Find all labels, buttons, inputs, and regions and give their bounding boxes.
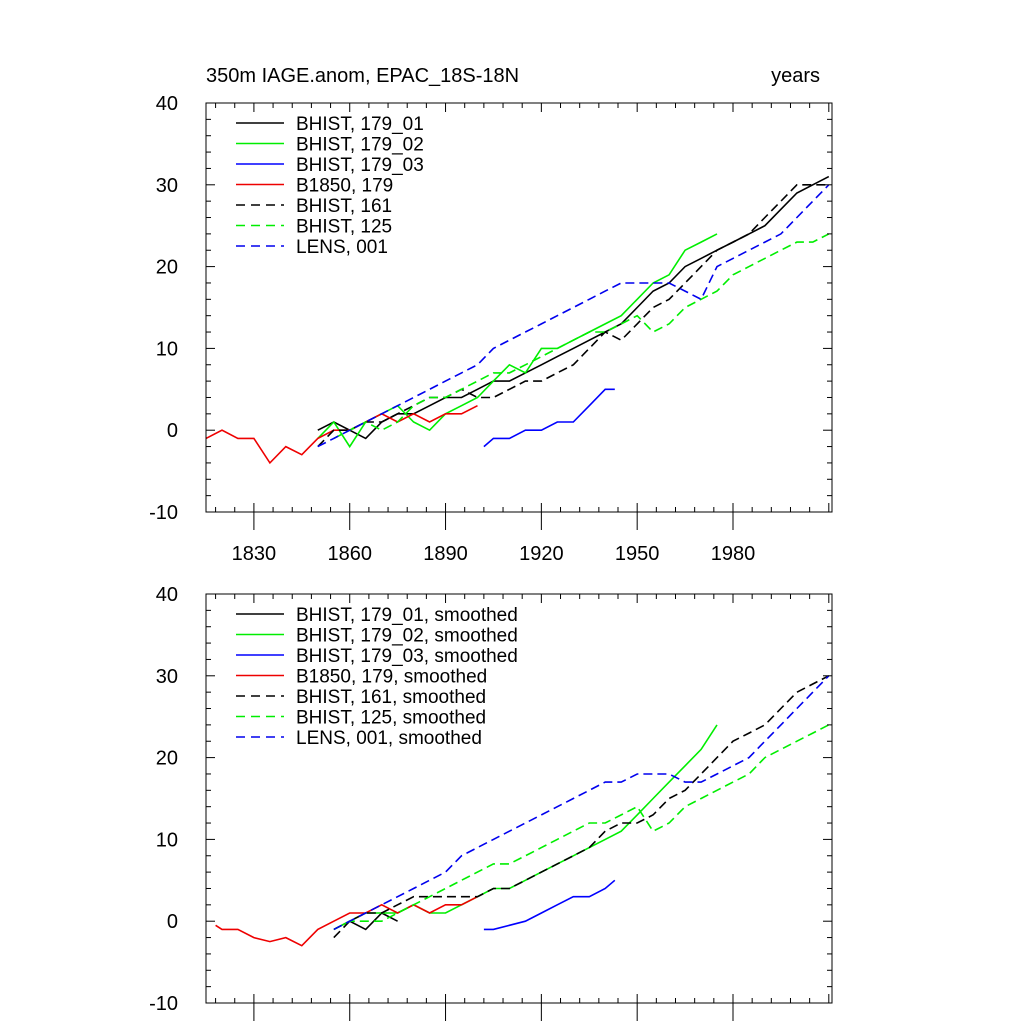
series-line-6 [333, 724, 830, 931]
y-tick-label: 30 [156, 666, 178, 688]
series-line-5 [333, 675, 830, 939]
legend-label-3: BHIST, 179_03, smoothed [296, 646, 518, 667]
chart-1: -10 0 10 20 30 40 1830 1860 1890 1920 1950 1980 350m… [149, 65, 833, 565]
x-tick-label: 1980 [711, 543, 756, 565]
series-line-7 [317, 184, 830, 448]
legend-label-1: BHIST, 179_01 [296, 114, 424, 135]
legend-label-7: LENS, 001, smoothed [296, 728, 482, 749]
series-line-6 [333, 233, 830, 440]
legend-label-4: B1850, 179 [296, 176, 393, 197]
x-tick-label: 1860 [327, 543, 372, 565]
series-line-1 [317, 175, 830, 440]
chart-title: 350m IAGE.anom, EPAC_18S-18N [206, 65, 519, 87]
y-tick-label: 20 [156, 748, 178, 770]
chart-title-right: years [771, 65, 820, 87]
legend-label-3: BHIST, 179_03 [296, 155, 424, 176]
y-tick-label: 30 [156, 175, 178, 197]
y-tick-label: 10 [156, 338, 178, 360]
x-tick-label: 1950 [615, 543, 660, 565]
legend-label-2: BHIST, 179_02 [296, 135, 424, 156]
series-line-7 [333, 675, 830, 931]
legend-label-5: BHIST, 161 [296, 196, 392, 217]
series-line-5 [317, 184, 829, 448]
y-tick-label: 20 [156, 257, 178, 279]
series-line-3 [483, 879, 616, 931]
legend-label-2: BHIST, 179_02, smoothed [296, 626, 518, 647]
y-tick-label: 10 [156, 829, 178, 851]
x-tick-label: 1920 [519, 543, 564, 565]
plot-frame [205, 593, 833, 1004]
x-tick-label: 1890 [423, 543, 468, 565]
legend-label-4: B1850, 179, smoothed [296, 667, 487, 688]
series-line-2 [317, 233, 718, 449]
y-tick-label: 0 [167, 420, 178, 442]
y-tick-label: -10 [149, 502, 178, 524]
y-tick-label: 0 [167, 911, 178, 933]
x-tick-label: 1830 [232, 543, 277, 565]
series-line-3 [483, 388, 615, 448]
series-line-4 [215, 895, 478, 947]
legend-label-5: BHIST, 161, smoothed [296, 687, 486, 708]
plot-frame [205, 102, 833, 513]
legend-label-6: BHIST, 125, smoothed [296, 708, 486, 729]
legend-label-1: BHIST, 179_01, smoothed [296, 605, 518, 626]
y-tick-label: 40 [156, 584, 178, 606]
legend-label-6: BHIST, 125 [296, 217, 392, 238]
y-tick-label: 40 [156, 93, 178, 115]
legend-label-7: LENS, 001 [296, 237, 388, 258]
y-tick-label: -10 [149, 993, 178, 1015]
